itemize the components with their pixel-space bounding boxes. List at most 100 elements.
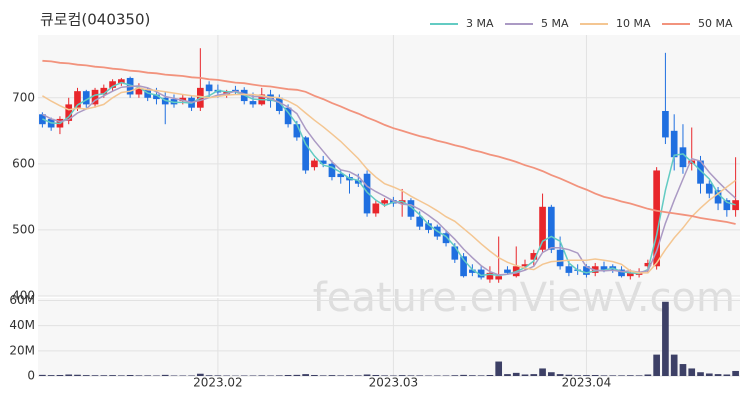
volume-bar — [144, 375, 152, 376]
volume-bar — [609, 375, 617, 376]
candle-body — [302, 137, 309, 171]
volume-bar — [56, 374, 64, 376]
candle-body — [179, 97, 187, 102]
volume-bar — [65, 374, 73, 376]
candle-body — [705, 183, 713, 194]
volume-bar — [398, 375, 406, 376]
candle-body — [363, 173, 371, 214]
volume-bar — [74, 374, 81, 376]
candle-body — [91, 89, 99, 105]
volume-bar — [302, 374, 309, 376]
volume-bar — [188, 375, 195, 376]
candle-body — [723, 200, 731, 211]
volume-bar — [153, 375, 160, 376]
legend-label: 5 MA — [541, 17, 569, 30]
volume-bar — [126, 374, 134, 376]
candle-body — [82, 91, 90, 105]
volume-bar — [618, 375, 625, 376]
volume-bar — [723, 374, 731, 376]
y-tick-label: 700 — [12, 90, 35, 104]
volume-bar — [179, 375, 187, 376]
volume-bar — [600, 375, 608, 376]
y-tick-label: 400 — [12, 289, 35, 303]
legend-label: 50 MA — [698, 17, 733, 30]
legend-label: 10 MA — [616, 17, 651, 30]
watermark: feature.enViewV.com — [313, 275, 735, 321]
candle-body — [679, 147, 687, 168]
volume-bar — [670, 354, 678, 376]
candle-body — [626, 272, 634, 277]
volume-bar — [205, 375, 213, 376]
volume-bar — [662, 301, 669, 376]
volume-bar — [697, 372, 704, 376]
volume-bar — [407, 375, 415, 376]
candle-body — [495, 276, 503, 280]
volume-bar — [47, 375, 55, 376]
volume-bar — [337, 375, 345, 376]
volume-bar — [161, 374, 169, 376]
candle-body — [74, 91, 81, 108]
candle-body — [442, 233, 450, 244]
volume-bar — [372, 374, 380, 376]
volume-bar — [390, 375, 397, 376]
y-tick-label: 60M — [9, 293, 35, 307]
candle-body — [311, 160, 318, 168]
candle-body — [100, 87, 108, 95]
candle-body — [275, 97, 283, 111]
volume-bar — [626, 375, 634, 376]
chart-title: 큐로컴(040350) — [40, 11, 150, 29]
candle-body — [205, 84, 213, 92]
candle-body — [548, 206, 555, 250]
volume-bar — [732, 370, 739, 376]
volume-bar — [416, 375, 424, 376]
candle-body — [451, 246, 459, 260]
candle-body — [644, 262, 652, 267]
volume-bar — [583, 375, 590, 376]
volume-bar — [688, 368, 696, 376]
candle-body — [504, 269, 511, 273]
volume-bar — [653, 354, 660, 376]
y-tick-label: 600 — [12, 156, 35, 170]
candle-body — [618, 269, 625, 277]
candle-body — [521, 264, 529, 267]
candle-body — [460, 256, 467, 277]
candle-body — [381, 200, 388, 204]
volume-bar — [214, 375, 222, 376]
candle-body — [249, 101, 257, 105]
volume-bar — [635, 375, 643, 376]
volume-bar — [381, 375, 388, 376]
candle-body — [697, 160, 704, 184]
candle-body — [153, 94, 160, 100]
volume-bar — [451, 375, 459, 376]
volume-panel — [38, 298, 740, 376]
volume-bar — [442, 375, 450, 376]
volume-bar — [293, 374, 301, 376]
volume-bar — [135, 375, 143, 376]
volume-bar — [267, 375, 274, 376]
candle-body — [714, 190, 722, 204]
volume-bar — [556, 374, 564, 376]
volume-bar — [354, 375, 362, 376]
volume-bar — [346, 375, 353, 376]
volume-bar — [100, 375, 108, 376]
candle-body — [653, 170, 660, 267]
volume-bar — [39, 374, 46, 376]
candle-body — [328, 163, 336, 178]
volume-bar — [548, 372, 555, 376]
candle-body — [486, 272, 494, 280]
candle-body — [530, 253, 538, 260]
volume-bar — [705, 373, 713, 376]
candle-body — [539, 206, 546, 250]
volume-bar — [530, 374, 538, 376]
volume-bar — [249, 375, 257, 376]
y-tick-label: 20M — [9, 343, 35, 357]
volume-bar — [460, 374, 467, 376]
x-tick-label: 2023.03 — [369, 376, 419, 390]
candle-body — [469, 269, 476, 273]
volume-bar — [425, 375, 432, 376]
candle-body — [583, 266, 590, 275]
volume-bar — [275, 375, 283, 376]
volume-bar — [328, 375, 336, 376]
candle-body — [319, 160, 327, 164]
